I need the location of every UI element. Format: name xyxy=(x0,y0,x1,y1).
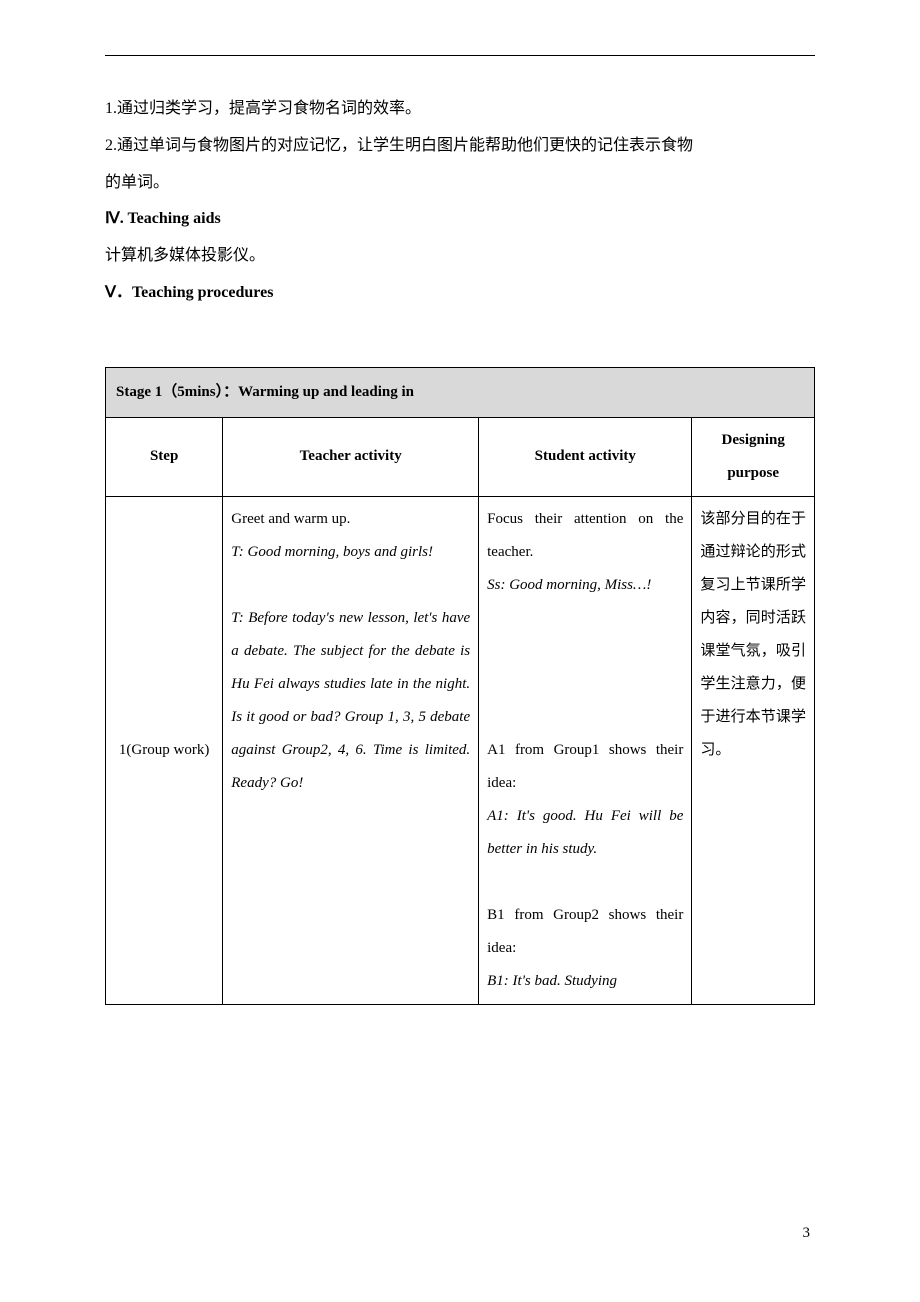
section-5-title: Ⅴ．Teaching procedures xyxy=(105,275,815,312)
student-line-2: Ss: Good morning, Miss…! xyxy=(487,569,683,602)
intro-line-1: 1.通过归类学习，提高学习食物名词的效率。 xyxy=(105,91,815,128)
student-line-4: A1: It's good. Hu Fei will be better in … xyxy=(487,800,683,866)
spacing-gap xyxy=(105,312,815,367)
stage-header: Stage 1（5mins）：Warming up and leading in xyxy=(106,367,815,417)
intro-line-2: 2.通过单词与食物图片的对应记忆，让学生明白图片能帮助他们更快的记住表示食物 xyxy=(105,128,815,165)
student-line-5: B1 from Group2 shows their idea: xyxy=(487,899,683,965)
header-divider xyxy=(105,55,815,56)
page-number: 3 xyxy=(803,1225,811,1242)
student-spacer-3 xyxy=(487,668,683,701)
student-spacer-5 xyxy=(487,866,683,899)
content-area: 1.通过归类学习，提高学习食物名词的效率。 2.通过单词与食物图片的对应记忆，让… xyxy=(105,91,815,312)
teacher-line-3: T: Before today's new lesson, let's have… xyxy=(231,602,470,800)
student-spacer-2 xyxy=(487,635,683,668)
section-4-title: Ⅳ. Teaching aids xyxy=(105,201,815,238)
header-purpose: Designing purpose xyxy=(692,417,815,496)
header-step: Step xyxy=(106,417,223,496)
student-line-1: Focus their attention on the teacher. xyxy=(487,503,683,569)
section-4-content: 计算机多媒体投影仪。 xyxy=(105,238,815,275)
cell-step: 1(Group work) xyxy=(106,496,223,1004)
cell-teacher: Greet and warm up. T: Good morning, boys… xyxy=(223,496,479,1004)
student-line-6: B1: It's bad. Studying xyxy=(487,965,683,998)
header-student: Student activity xyxy=(479,417,692,496)
intro-line-3: 的单词。 xyxy=(105,165,815,202)
student-spacer-1 xyxy=(487,602,683,635)
cell-purpose: 该部分目的在于通过辩论的形式复习上节课所学内容，同时活跃课堂气氛，吸引学生注意力… xyxy=(692,496,815,1004)
student-spacer-4 xyxy=(487,701,683,734)
teacher-line-1: Greet and warm up. xyxy=(231,503,470,536)
student-line-3: A1 from Group1 shows their idea: xyxy=(487,734,683,800)
teacher-line-2: T: Good morning, boys and girls! xyxy=(231,536,470,569)
header-teacher: Teacher activity xyxy=(223,417,479,496)
cell-student: Focus their attention on the teacher. Ss… xyxy=(479,496,692,1004)
lesson-table: Stage 1（5mins）：Warming up and leading in… xyxy=(105,367,815,1005)
teacher-spacer xyxy=(231,569,470,602)
